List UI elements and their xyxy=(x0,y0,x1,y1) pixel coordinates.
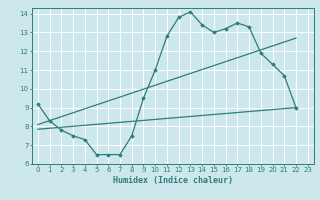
X-axis label: Humidex (Indice chaleur): Humidex (Indice chaleur) xyxy=(113,176,233,185)
